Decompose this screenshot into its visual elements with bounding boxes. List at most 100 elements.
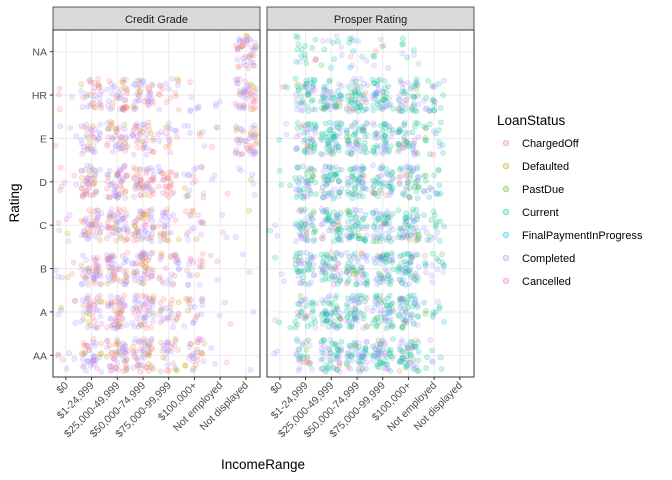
data-point-current	[370, 107, 377, 114]
data-point-completed	[272, 222, 278, 228]
data-point-current	[401, 215, 408, 221]
data-point-completed	[104, 193, 111, 200]
data-point-defaulted	[84, 276, 91, 283]
data-point-completed	[121, 140, 128, 146]
data-point-current	[370, 343, 376, 350]
data-point-current	[292, 175, 299, 181]
data-point-chargedoff	[121, 103, 127, 110]
data-point-chargedoff	[116, 321, 122, 328]
data-point-completed	[130, 364, 137, 371]
data-point-completed	[334, 211, 341, 218]
data-point-chargedoff	[157, 319, 164, 326]
data-point-completed	[106, 211, 113, 217]
data-point-current	[348, 352, 355, 359]
data-point-completed	[131, 296, 138, 303]
data-point-current	[385, 273, 391, 280]
data-point-completed	[121, 281, 128, 288]
data-point-chargedoff	[81, 232, 88, 238]
data-point-defaulted	[135, 229, 142, 236]
legend-label: Completed	[522, 253, 575, 265]
data-point-chargedoff	[161, 231, 168, 238]
data-point-completed	[142, 317, 148, 324]
data-point-completed	[138, 322, 145, 329]
data-point-completed	[371, 62, 377, 69]
data-point-completed	[172, 253, 179, 260]
data-point-current	[276, 136, 283, 143]
data-point-chargedoff	[170, 189, 177, 196]
data-point-completed	[141, 267, 148, 274]
data-point-completed	[72, 319, 79, 326]
data-point-completed	[104, 171, 111, 178]
data-point-chargedoff	[104, 257, 111, 264]
data-point-current	[411, 83, 418, 90]
data-point-completed	[91, 354, 97, 361]
data-point-completed	[83, 257, 90, 264]
data-point-completed	[186, 261, 192, 268]
data-point-completed	[138, 209, 144, 216]
data-point-chargedoff	[112, 349, 119, 356]
data-point-cancelled	[130, 348, 137, 355]
data-point-completed	[119, 252, 126, 259]
data-point-completed	[83, 368, 89, 374]
data-point-chargedoff	[167, 300, 174, 307]
data-point-completed	[164, 339, 171, 346]
data-point-completed	[94, 211, 101, 218]
data-point-completed	[82, 274, 89, 281]
data-point-defaulted	[236, 88, 243, 94]
data-point-current	[295, 86, 302, 93]
data-point-completed	[141, 339, 148, 346]
data-point-cancelled	[105, 223, 112, 230]
data-point-completed	[249, 171, 256, 178]
facet-panel-credit-grade: Credit Grade$0$1-24,999$25,000-49,999$50…	[32, 6, 261, 440]
data-point-completed	[122, 348, 129, 355]
data-point-chargedoff	[163, 99, 170, 106]
data-point-current	[357, 102, 364, 109]
data-point-chargedoff	[104, 219, 111, 226]
data-point-chargedoff	[214, 258, 221, 265]
data-point-current	[348, 166, 355, 172]
data-point-chargedoff	[140, 210, 147, 217]
data-point-completed	[304, 193, 311, 200]
data-point-chargedoff	[106, 254, 112, 261]
data-point-completed	[141, 271, 147, 278]
data-point-completed	[139, 249, 146, 255]
data-point-current	[440, 92, 447, 98]
data-point-completed	[370, 162, 376, 169]
data-point-completed	[98, 368, 105, 375]
data-point-completed	[92, 233, 99, 240]
data-point-current	[375, 355, 382, 362]
data-point-completed	[159, 317, 165, 323]
data-point-completed	[114, 318, 120, 325]
data-point-completed	[104, 251, 110, 258]
data-point-defaulted	[110, 271, 117, 278]
data-point-chargedoff	[109, 265, 116, 271]
data-point-chargedoff	[106, 225, 113, 232]
data-point-chargedoff	[158, 339, 164, 346]
data-point-chargedoff	[167, 95, 174, 101]
data-point-chargedoff	[89, 133, 96, 140]
data-point-completed	[111, 186, 118, 193]
data-point-completed	[79, 104, 86, 111]
data-point-current	[359, 267, 366, 274]
data-point-current	[321, 190, 328, 196]
data-point-chargedoff	[122, 213, 129, 220]
data-point-completed	[89, 180, 96, 187]
data-point-defaulted	[150, 366, 157, 372]
data-point-completed	[310, 83, 316, 90]
data-point-completed	[82, 217, 89, 223]
data-point-completed	[120, 175, 126, 182]
data-point-defaulted	[187, 341, 194, 347]
data-point-current	[294, 125, 301, 132]
data-point-completed	[190, 225, 197, 231]
data-point-chargedoff	[121, 237, 128, 244]
data-point-chargedoff	[80, 340, 87, 346]
data-point-chargedoff	[145, 257, 152, 264]
data-point-defaulted	[134, 361, 141, 368]
data-point-completed	[149, 272, 156, 279]
data-point-completed	[140, 142, 147, 149]
data-point-pastdue	[422, 134, 429, 141]
data-point-current	[307, 300, 314, 306]
data-point-chargedoff	[161, 226, 168, 233]
legend-key-finalpaymentinprogress	[502, 231, 510, 239]
points-layer	[52, 32, 260, 375]
